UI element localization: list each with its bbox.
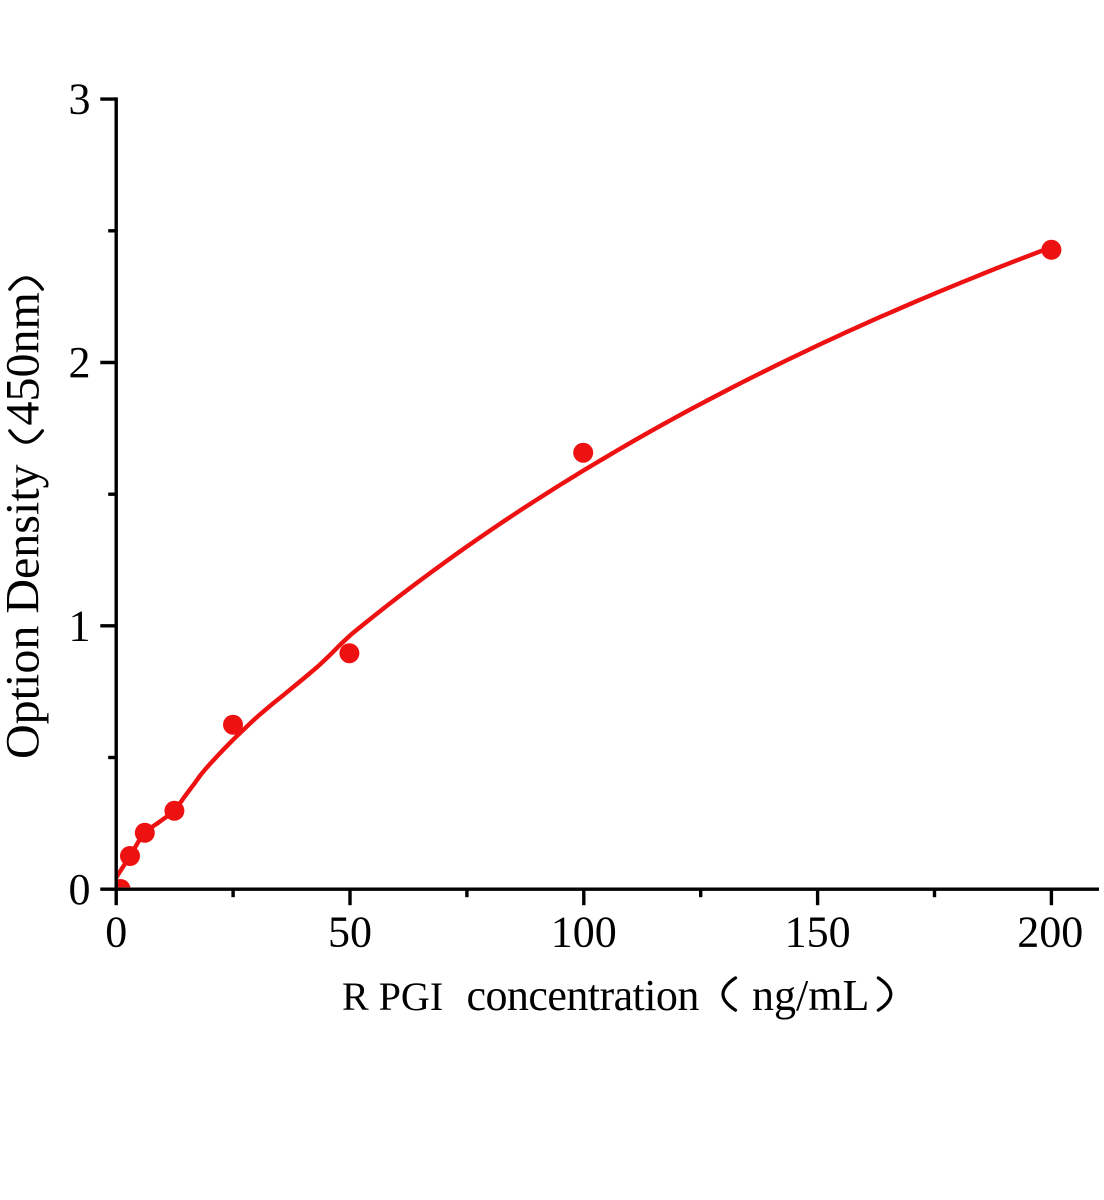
svg-text:150: 150 [785,908,851,957]
svg-text:0: 0 [69,865,91,914]
svg-text:200: 200 [1017,908,1083,957]
svg-text:Option Density: Option Density [0,464,50,759]
svg-text:R PGI: R PGI [342,974,443,1019]
svg-text:450nm: 450nm [0,292,50,425]
svg-text:concentration: concentration [467,971,700,1020]
svg-text:ng/mL: ng/mL [752,971,869,1020]
svg-text:0: 0 [105,908,127,957]
svg-text:50: 50 [328,908,372,957]
svg-text:3: 3 [69,75,91,124]
svg-text:2: 2 [69,338,91,387]
svg-text:1: 1 [69,601,91,650]
svg-text:100: 100 [551,908,617,957]
